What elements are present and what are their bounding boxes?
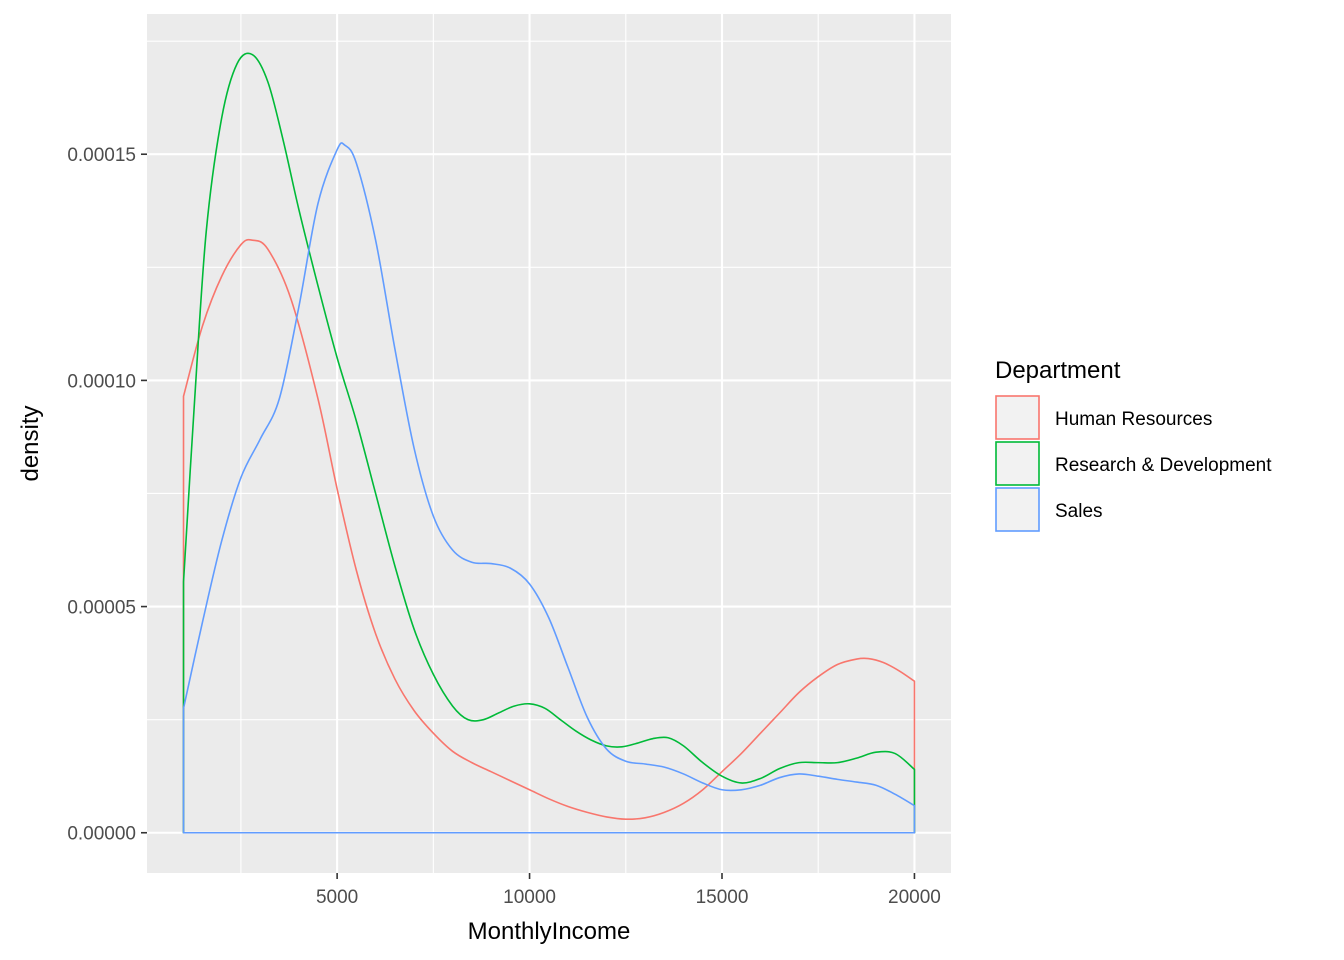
legend-label-human-resources: Human Resources: [1055, 409, 1212, 430]
y-tick-label: 0.00000: [67, 824, 136, 845]
y-tick-label: 0.00015: [67, 145, 136, 166]
x-tick-label: 5000: [316, 887, 358, 908]
x-axis-ticks: 5000 10000 15000 20000: [316, 873, 941, 908]
x-tick-label: 15000: [696, 887, 749, 908]
legend-key-sales: [995, 487, 1040, 532]
density-curves: [182, 52, 916, 834]
series-line-research-development: [182, 52, 916, 834]
x-tick-label: 10000: [503, 887, 556, 908]
x-axis-title: MonthlyIncome: [468, 918, 631, 945]
y-tick-label: 0.00010: [67, 371, 136, 392]
y-axis-ticks: 0.00000 0.00005 0.00010 0.00015: [67, 145, 147, 845]
series-line-human-resources: [182, 238, 916, 834]
legend: Department Human Resources Research & Dev…: [995, 357, 1272, 532]
legend-label-research-development: Research & Development: [1055, 455, 1272, 476]
legend-key-human-resources: [995, 395, 1040, 440]
x-tick-label: 20000: [888, 887, 941, 908]
y-tick-label: 0.00005: [67, 598, 136, 619]
minor-gridlines: [147, 14, 951, 873]
legend-key-research-development: [995, 441, 1040, 486]
legend-label-sales: Sales: [1055, 501, 1103, 522]
y-axis-title: density: [17, 405, 44, 481]
plot-panel: [147, 14, 951, 873]
series-line-sales: [182, 142, 916, 834]
legend-title: Department: [995, 357, 1121, 384]
